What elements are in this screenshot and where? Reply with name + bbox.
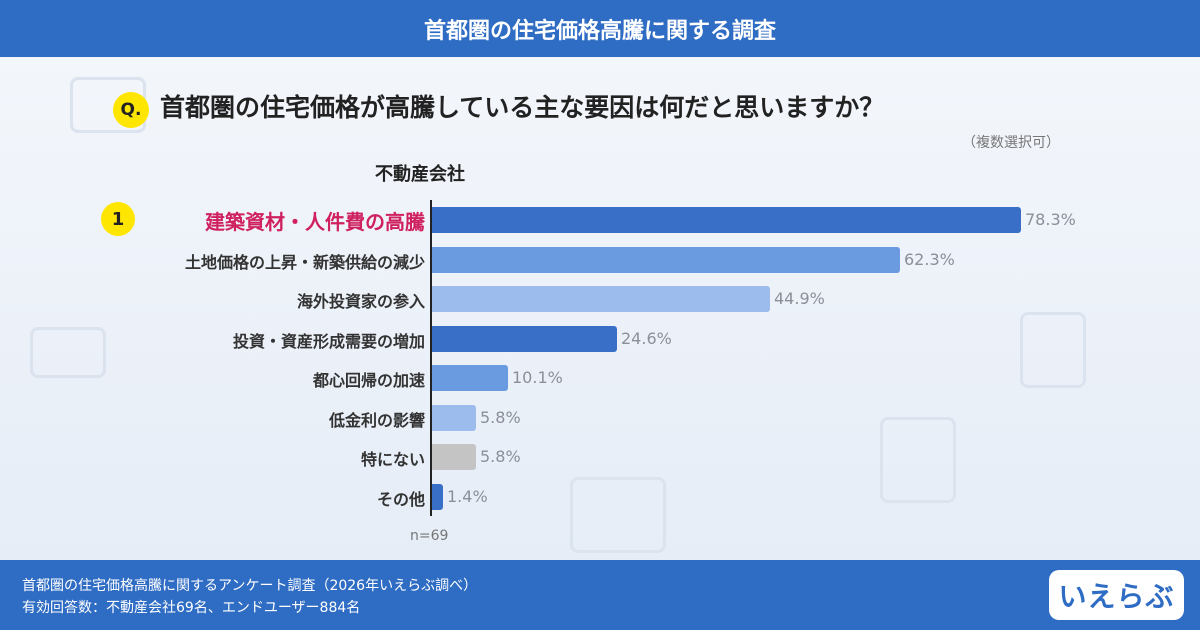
bar-value-label: 62.3%: [904, 249, 955, 269]
bar: [432, 246, 900, 273]
question-badge: Q.: [113, 92, 149, 128]
footer-respondent-count: 有効回答数：不動産会社69名、エンドユーザー884名: [22, 600, 361, 616]
bar-value-label: 10.1%: [512, 368, 563, 387]
category-label: 建築資材・人件費の高騰: [205, 210, 425, 234]
bar-value-label: 24.6%: [621, 328, 672, 348]
category-label: 海外投資家の参入: [296, 292, 425, 311]
multiple-choice-note: （複数選択可）: [962, 135, 1060, 151]
bar: [432, 444, 476, 470]
footer-survey-title: 首都圏の住宅価格高騰に関するアンケート調査（2026年いえらぶ調べ）: [22, 578, 478, 594]
ieraabu-logo: いえらぶ: [1049, 570, 1184, 620]
bar: [432, 404, 476, 431]
decorative-calendar-icon: [1020, 312, 1086, 388]
header-title: 首都圏の住宅価格高騰に関する調査: [0, 0, 1200, 57]
bar: [432, 207, 1021, 233]
decorative-document-icon: [880, 417, 956, 503]
question-text: 首都圏の住宅価格が高騰している主な要因は何だと思いますか？: [160, 93, 885, 122]
category-label: 土地価格の上昇・新築供給の減少: [184, 252, 425, 272]
category-label: その他: [376, 489, 425, 509]
bar-value-label: 44.9%: [774, 289, 825, 308]
decorative-layout-icon: [570, 477, 666, 553]
rank-badge: 1: [101, 202, 135, 236]
category-label: 投資・資産形成需要の増加: [232, 331, 425, 351]
category-label: 都心回帰の加速: [312, 371, 425, 390]
bar-value-label: 5.8%: [480, 407, 521, 427]
footer: 首都圏の住宅価格高騰に関するアンケート調査（2026年いえらぶ調べ） 有効回答数…: [0, 560, 1200, 630]
bar-value-label: 5.8%: [480, 447, 521, 466]
category-label: 低金利の影響: [328, 410, 425, 430]
bar-value-label: 1.4%: [447, 486, 488, 506]
sample-size-label: n=69: [410, 528, 449, 544]
bar: [432, 365, 508, 391]
decorative-banknote-icon: [30, 327, 106, 378]
bar: [432, 483, 443, 510]
bar: [432, 286, 770, 312]
chart-axis-line: [430, 200, 432, 516]
respondent-group-label: 不動産会社: [375, 164, 465, 185]
bar-value-label: 78.3%: [1025, 210, 1076, 229]
bar: [432, 325, 617, 352]
category-label: 特にない: [360, 450, 425, 469]
